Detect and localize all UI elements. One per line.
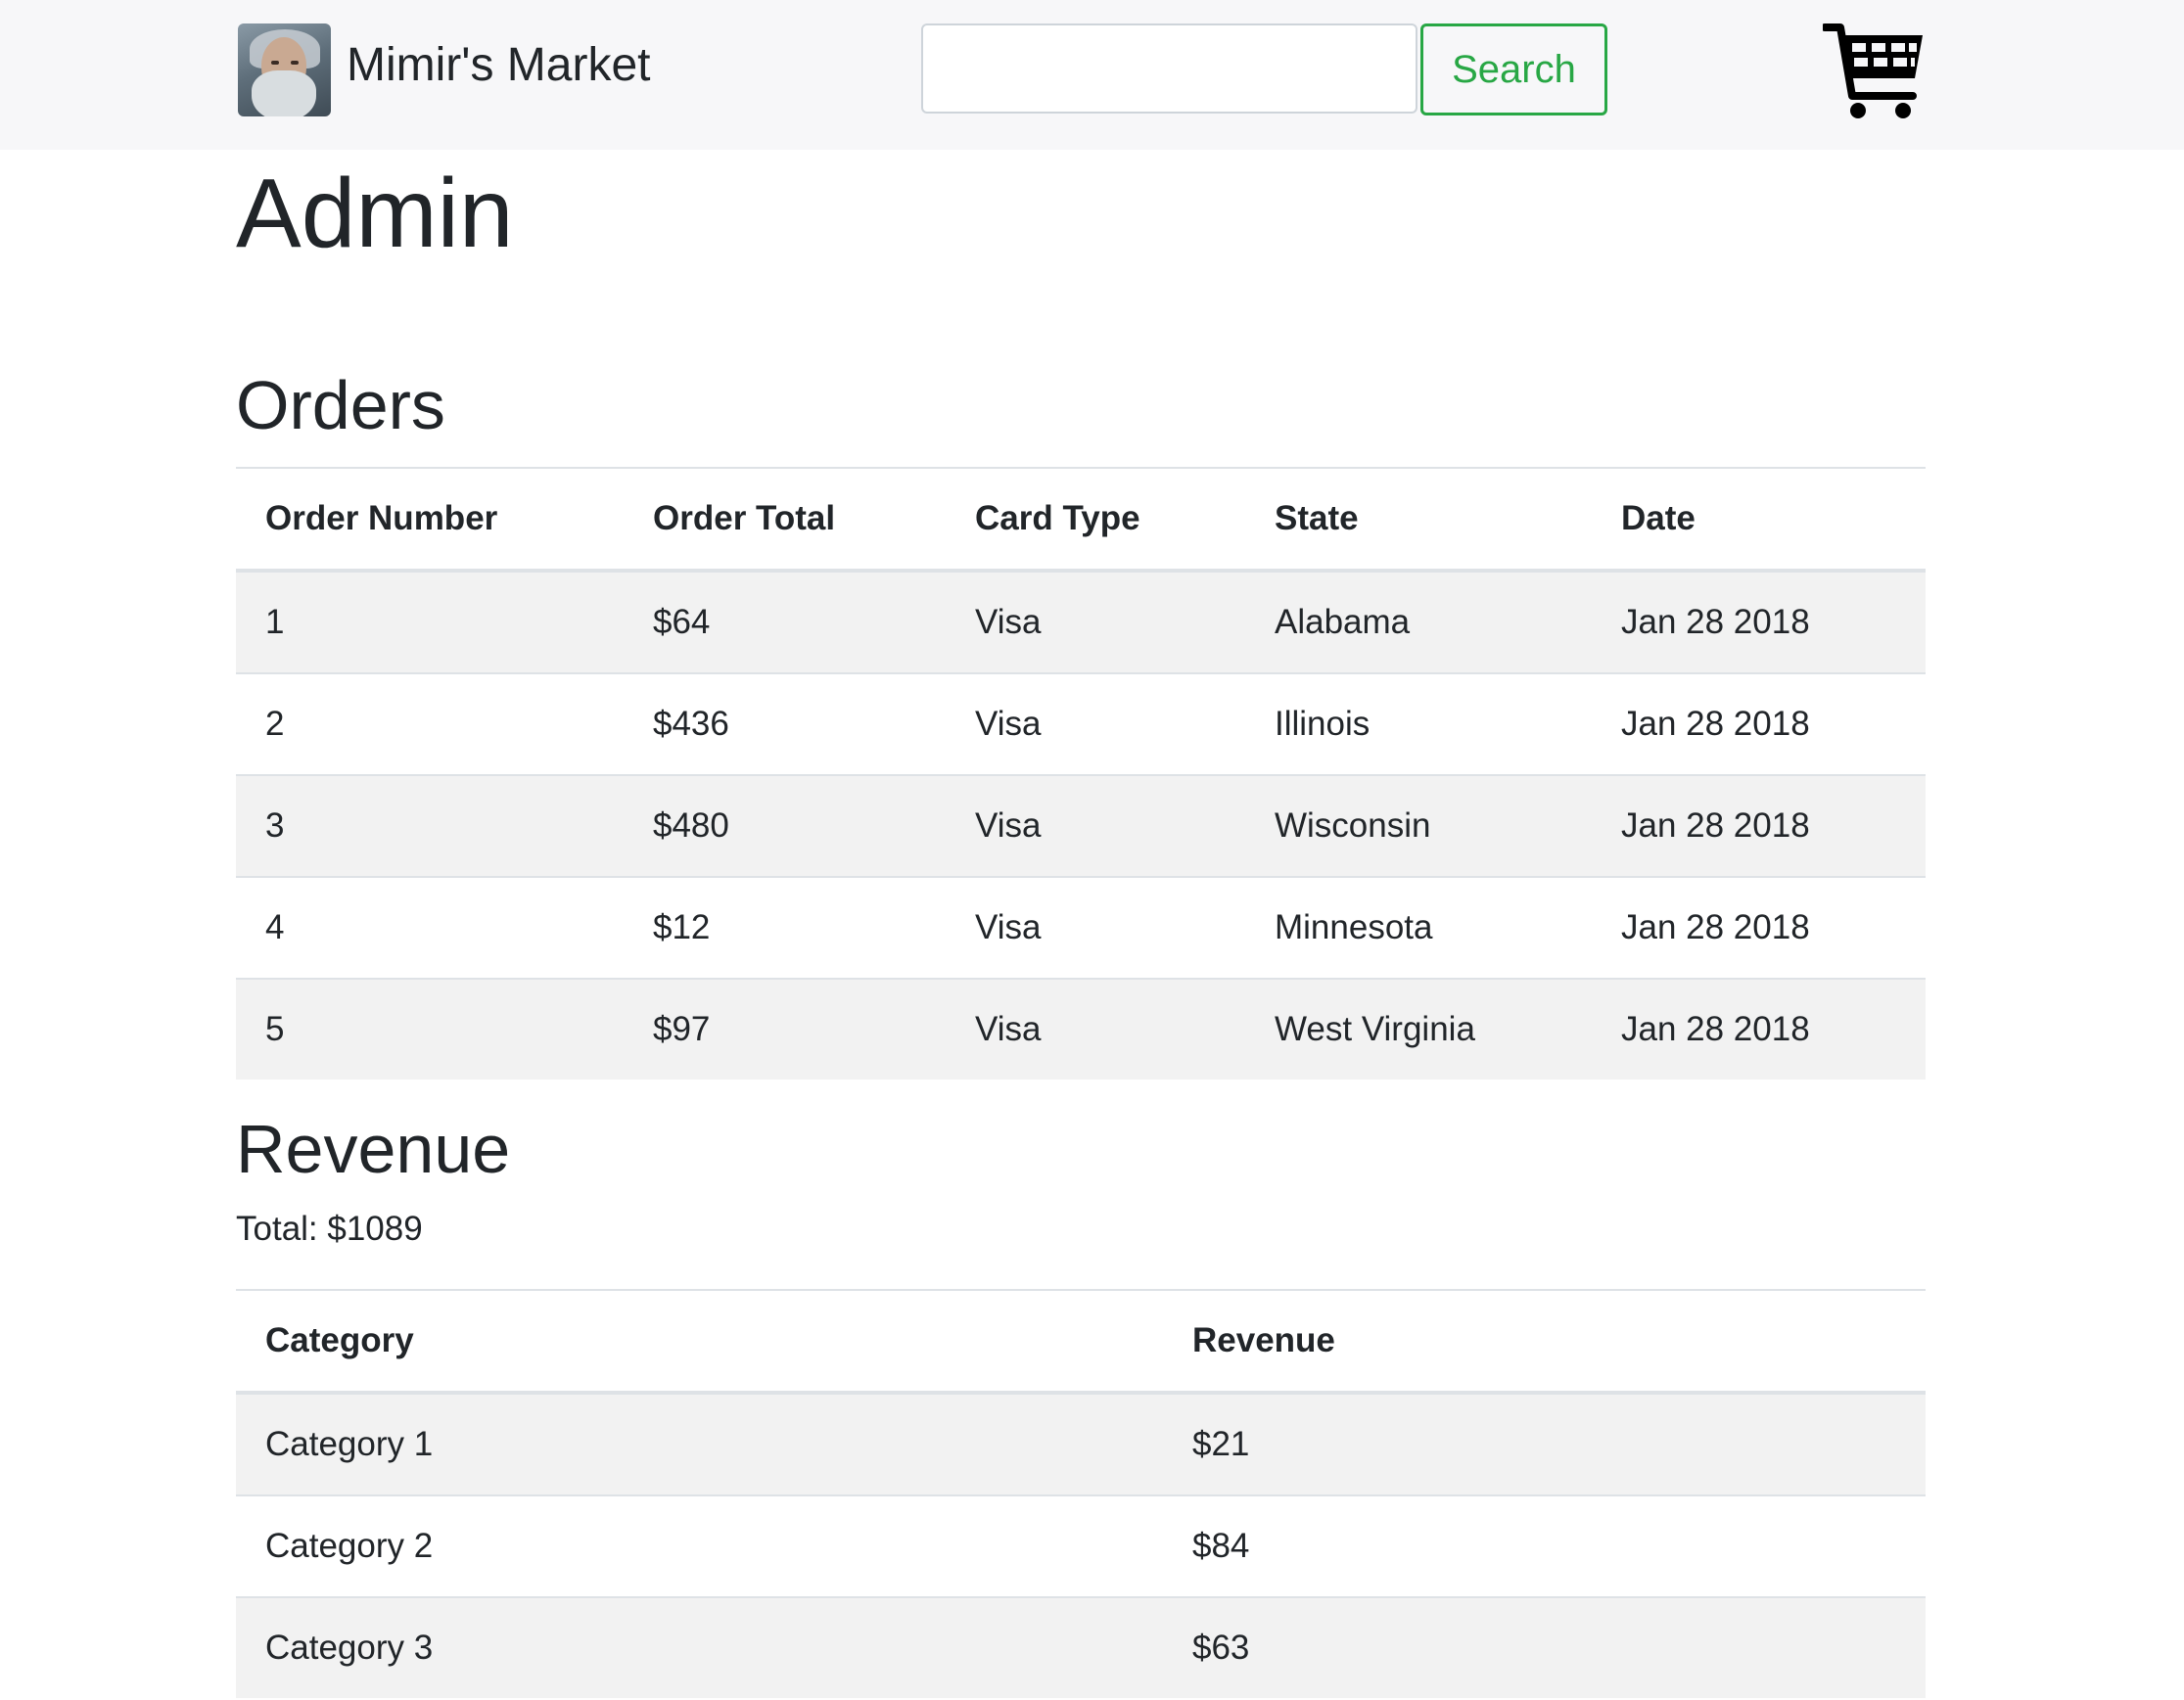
revenue-cell: $63 — [1163, 1596, 1926, 1698]
column-header-order-total: Order Total — [624, 467, 946, 573]
state-cell: Illinois — [1245, 672, 1592, 775]
card-type-cell: Visa — [946, 876, 1245, 979]
order-total-cell: $12 — [624, 876, 946, 979]
state-cell: Minnesota — [1245, 876, 1592, 979]
revenue-table-container: Category Revenue Category 1 $21 Category… — [236, 1289, 1926, 1698]
order-number-cell: 2 — [236, 672, 624, 775]
table-row: 4 $12 Visa Minnesota Jan 28 2018 — [236, 876, 1926, 979]
table-row: 1 $64 Visa Alabama Jan 28 2018 — [236, 570, 1926, 673]
brand-name[interactable]: Mimir's Market — [347, 39, 651, 91]
shopping-cart-icon[interactable] — [1823, 22, 1927, 119]
card-type-cell: Visa — [946, 978, 1245, 1080]
orders-table: Order Number Order Total Card Type State… — [236, 467, 1926, 1080]
orders-table-container: Order Number Order Total Card Type State… — [236, 467, 1926, 1080]
order-total-cell: $480 — [624, 774, 946, 877]
date-cell: Jan 28 2018 — [1592, 876, 1926, 979]
search-button[interactable]: Search — [1420, 23, 1607, 115]
logo-avatar-icon[interactable] — [238, 23, 331, 116]
state-cell: West Virginia — [1245, 978, 1592, 1080]
category-cell: Category 2 — [236, 1494, 1163, 1597]
revenue-heading: Revenue — [236, 1111, 511, 1187]
search-input[interactable] — [921, 23, 1417, 114]
table-row: Category 3 $63 — [236, 1596, 1926, 1698]
revenue-header-row: Category Revenue — [236, 1289, 1926, 1395]
order-total-cell: $436 — [624, 672, 946, 775]
table-row: 3 $480 Visa Wisconsin Jan 28 2018 — [236, 774, 1926, 877]
navbar: Mimir's Market Search — [0, 0, 2184, 150]
revenue-total: Total: $1089 — [236, 1210, 423, 1248]
column-header-state: State — [1245, 467, 1592, 573]
date-cell: Jan 28 2018 — [1592, 978, 1926, 1080]
table-row: Category 2 $84 — [236, 1494, 1926, 1597]
orders-header-row: Order Number Order Total Card Type State… — [236, 467, 1926, 573]
category-cell: Category 3 — [236, 1596, 1163, 1698]
state-cell: Alabama — [1245, 570, 1592, 673]
date-cell: Jan 28 2018 — [1592, 570, 1926, 673]
column-header-card-type: Card Type — [946, 467, 1245, 573]
card-type-cell: Visa — [946, 672, 1245, 775]
revenue-cell: $84 — [1163, 1494, 1926, 1597]
order-total-cell: $64 — [624, 570, 946, 673]
table-row: 5 $97 Visa West Virginia Jan 28 2018 — [236, 978, 1926, 1080]
order-number-cell: 4 — [236, 876, 624, 979]
order-total-cell: $97 — [624, 978, 946, 1080]
date-cell: Jan 28 2018 — [1592, 774, 1926, 877]
table-row: Category 1 $21 — [236, 1392, 1926, 1495]
revenue-table: Category Revenue Category 1 $21 Category… — [236, 1289, 1926, 1698]
order-number-cell: 5 — [236, 978, 624, 1080]
card-type-cell: Visa — [946, 570, 1245, 673]
column-header-date: Date — [1592, 467, 1926, 573]
category-cell: Category 1 — [236, 1392, 1163, 1495]
table-row: 2 $436 Visa Illinois Jan 28 2018 — [236, 672, 1926, 775]
order-number-cell: 1 — [236, 570, 624, 673]
card-type-cell: Visa — [946, 774, 1245, 877]
column-header-order-number: Order Number — [236, 467, 624, 573]
page-title: Admin — [236, 159, 514, 268]
revenue-cell: $21 — [1163, 1392, 1926, 1495]
column-header-category: Category — [236, 1289, 1163, 1395]
date-cell: Jan 28 2018 — [1592, 672, 1926, 775]
column-header-revenue: Revenue — [1163, 1289, 1926, 1395]
state-cell: Wisconsin — [1245, 774, 1592, 877]
orders-heading: Orders — [236, 367, 445, 443]
order-number-cell: 3 — [236, 774, 624, 877]
